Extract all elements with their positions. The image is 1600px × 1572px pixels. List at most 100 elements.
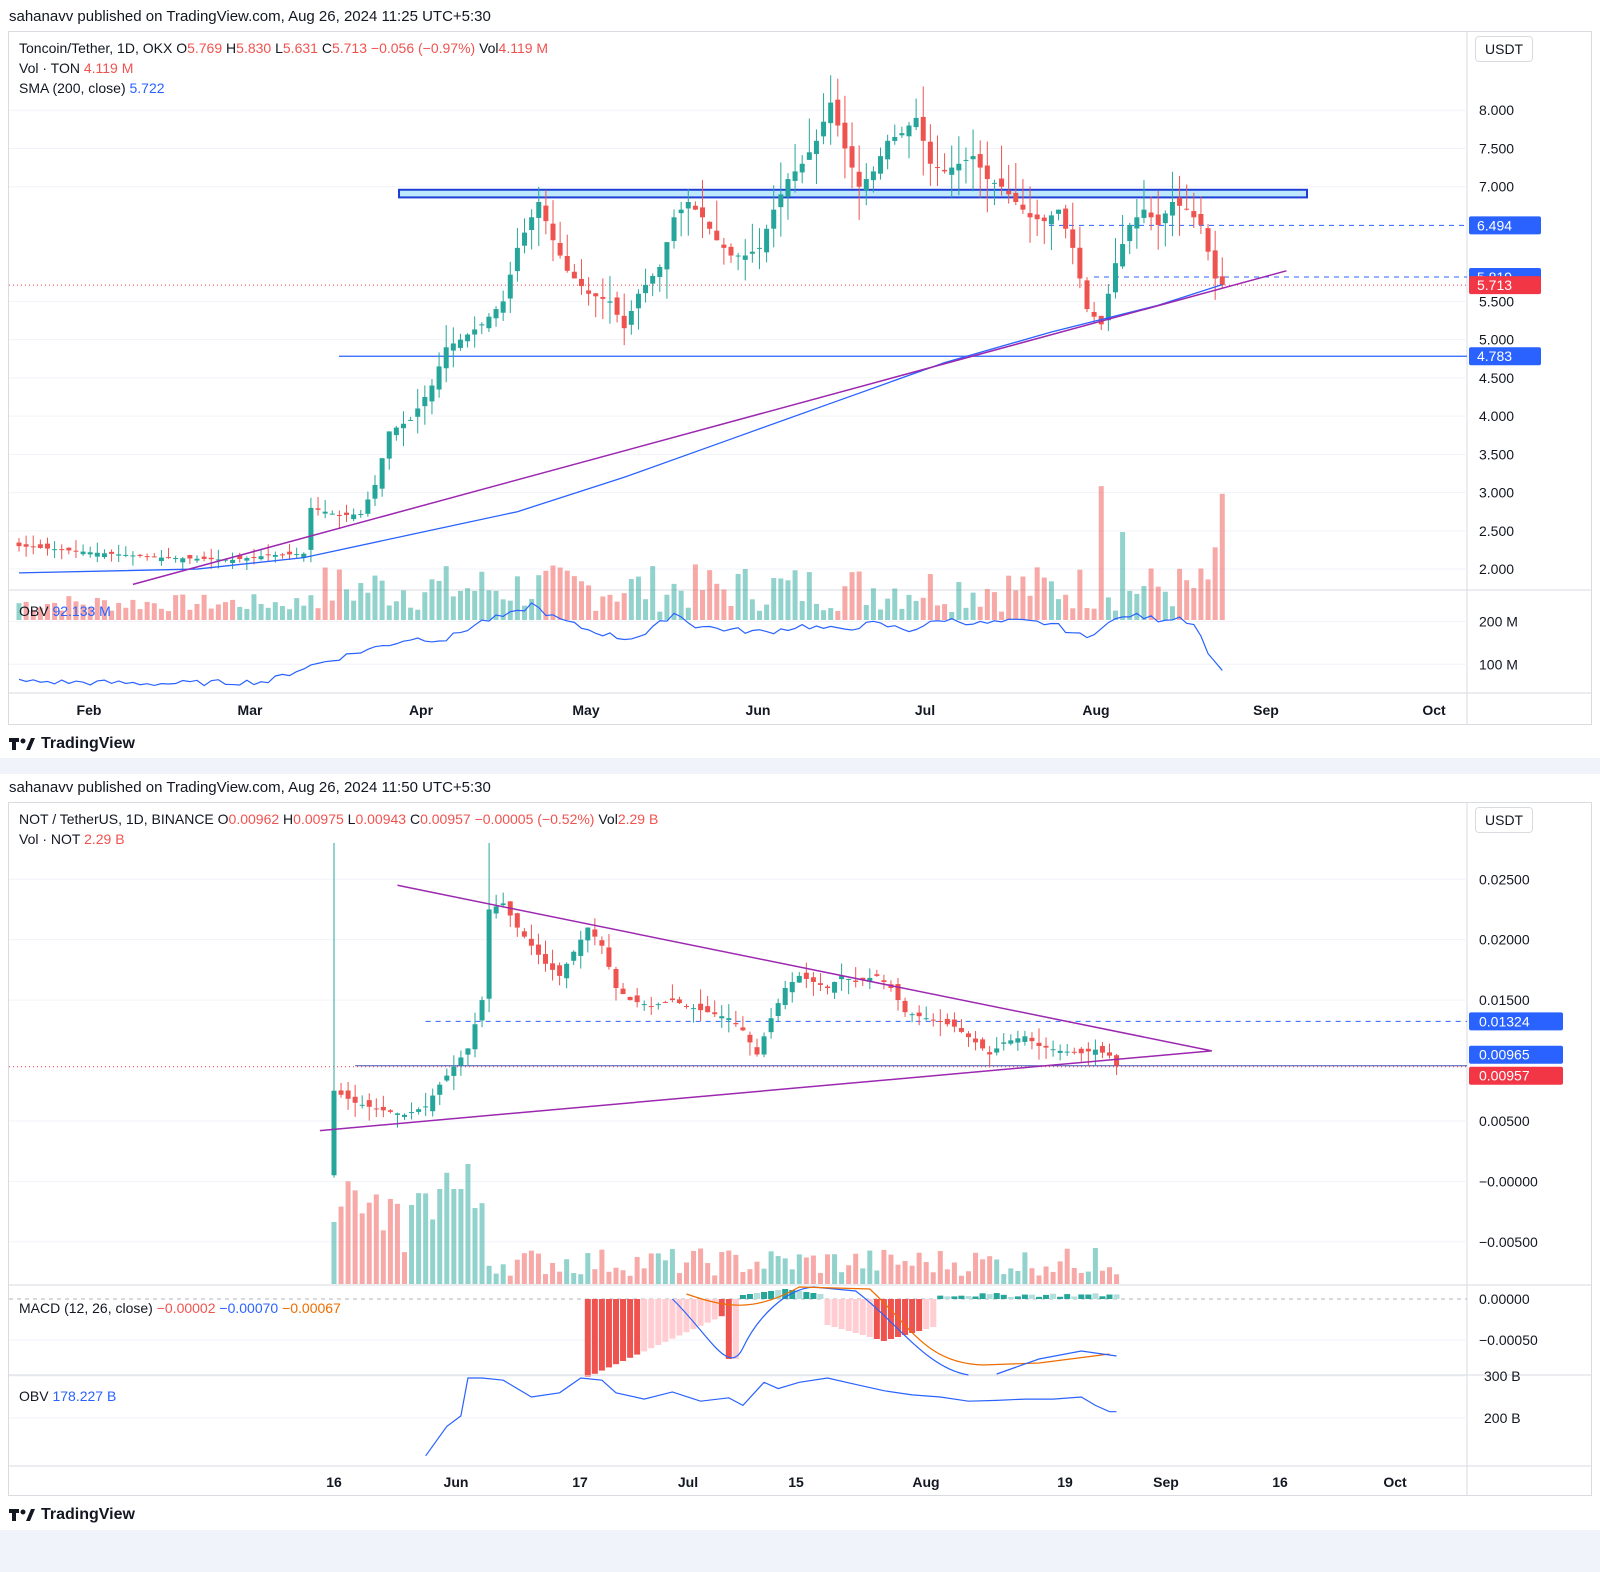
volume-bar (244, 608, 250, 620)
candle-body (1036, 1042, 1042, 1046)
volume-bar (691, 1250, 697, 1284)
candle-body (1127, 224, 1133, 242)
volume-bar (1048, 581, 1054, 620)
candle-body (799, 163, 805, 173)
candle-body (415, 408, 421, 417)
macd-histogram-bar (1099, 1296, 1106, 1299)
chart-panel-ton[interactable]: 8.000 7.500 7.000 5.500 5.000 4.500 4.000 3.500… (8, 31, 1592, 725)
candle-body (825, 986, 830, 988)
volume-bar (130, 599, 136, 620)
candle-body (754, 1047, 760, 1055)
legend: NOT / TetherUS, 1D, BINANCE O0.00962 H0.… (19, 811, 658, 847)
candle-body (634, 995, 640, 1003)
macd-histogram-bar (979, 1293, 986, 1299)
candle-body (764, 228, 770, 253)
candle-body (895, 984, 901, 1001)
publisher-line-1: sahanavv published on TradingView.com, A… (9, 8, 491, 25)
volume-bar (16, 603, 22, 620)
volume-bar (1198, 568, 1204, 620)
x-tick-label: Apr (409, 702, 434, 718)
legend-ohlc-part: −0.00005 (−0.52%) (475, 811, 599, 827)
candle-body (479, 1000, 485, 1021)
volume-bar (359, 1213, 365, 1284)
candle-body (258, 556, 264, 560)
candle-body (1141, 209, 1147, 218)
candle-body (1048, 215, 1054, 225)
candle-body (740, 1027, 746, 1031)
candle-body (394, 1113, 400, 1115)
currency-selector-not[interactable]: USDT (1475, 807, 1534, 833)
volume-bar (832, 1254, 838, 1284)
volume-bar (258, 603, 264, 620)
volume-bar (344, 589, 350, 620)
volume-bar (1099, 1270, 1105, 1284)
macd-histogram-bar (662, 1299, 669, 1342)
volume-bar (973, 1252, 979, 1284)
candle-body (215, 559, 221, 561)
volume-bar (648, 1253, 654, 1284)
legend-macd-part: −0.00067 (282, 1300, 341, 1316)
volume-bar (379, 580, 385, 620)
macd-histogram-bar (605, 1299, 612, 1368)
candle-body (372, 484, 378, 499)
tradingview-wordmark: TradingView (41, 735, 135, 752)
candle-body (30, 546, 36, 548)
candle-body (529, 217, 535, 231)
candle-body (853, 980, 859, 982)
ton-chart-svg[interactable]: 8.000 7.500 7.000 5.500 5.000 4.500 4.000 3.500… (9, 32, 1591, 724)
volume-bar (607, 594, 613, 620)
candle-body (380, 1106, 386, 1111)
volume-bar (430, 1219, 436, 1284)
volume-bar (1064, 1248, 1070, 1284)
volume-bar (768, 1251, 774, 1284)
price-label-box (1469, 347, 1541, 366)
y-tick-label: 7.500 (1479, 140, 1514, 156)
candle-body (436, 366, 442, 390)
x-tick-label: Jul (915, 702, 935, 718)
volume-bar (1191, 588, 1197, 620)
volume-bar (437, 1188, 443, 1284)
volume-bar (400, 590, 406, 620)
volume-bar (719, 1252, 725, 1284)
candle-body (16, 542, 22, 547)
price-label-box (1469, 216, 1541, 235)
candle-body (714, 230, 720, 241)
separator (0, 758, 1600, 774)
candle-body (1008, 1040, 1014, 1044)
currency-selector-ton[interactable]: USDT (1475, 36, 1534, 62)
legend-ohlc-part: C (322, 40, 332, 56)
tradingview-logo-1[interactable]: TradingView (9, 735, 135, 753)
macd-histogram-bar (866, 1299, 873, 1337)
volume-bar (423, 1193, 429, 1284)
macd-line-tail (996, 1350, 1117, 1375)
candle-body (1050, 1049, 1056, 1051)
volume-bar (1114, 1274, 1120, 1284)
candle-body (130, 555, 136, 557)
x-tick-label: Aug (1082, 702, 1109, 718)
volume-bar (1085, 1271, 1091, 1284)
macd-histogram-bar (613, 1299, 619, 1365)
macd-histogram-bar (789, 1290, 796, 1299)
chart-panel-not[interactable]: 0.02500 0.02000 0.01500 0.00500 −0.00000 −0.0… (8, 802, 1592, 1496)
macd-histogram-bar (676, 1299, 683, 1336)
volume-bar (1120, 532, 1126, 620)
volume-bar (749, 599, 755, 620)
legend-ohlc-part: O (176, 40, 187, 56)
volume-bar (1219, 493, 1225, 620)
volume-bar (705, 1263, 711, 1284)
volume-bar (272, 602, 278, 620)
candle-body (329, 513, 335, 515)
volume-bar (1043, 1266, 1049, 1284)
volume-bar (913, 600, 919, 620)
volume-bar (920, 597, 926, 620)
not-chart-svg[interactable]: 0.02500 0.02000 0.01500 0.00500 −0.00000 −0.0… (9, 803, 1591, 1495)
volume-bar (151, 603, 157, 620)
candle-body (493, 309, 499, 319)
volume-bar (1027, 595, 1033, 620)
volume-bar (789, 1269, 795, 1284)
tradingview-logo-2[interactable]: TradingView (9, 1506, 135, 1524)
volume-bar (1084, 608, 1090, 620)
volume-bar (422, 592, 428, 620)
volume-bar (977, 606, 983, 620)
candle-body (158, 557, 164, 562)
